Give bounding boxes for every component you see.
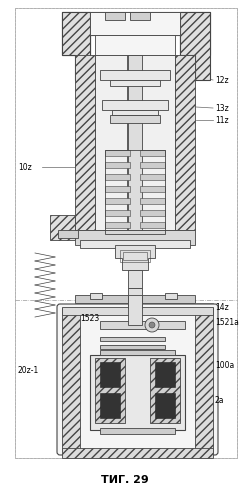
- Bar: [140, 198, 164, 204]
- Polygon shape: [179, 12, 209, 80]
- Bar: [75, 295, 194, 303]
- FancyBboxPatch shape: [57, 304, 217, 455]
- Bar: [104, 150, 130, 156]
- Text: 14z: 14z: [214, 302, 228, 312]
- Bar: [104, 162, 130, 168]
- Bar: [90, 12, 179, 35]
- Bar: [90, 355, 184, 430]
- Text: 20z-1: 20z-1: [18, 366, 39, 374]
- Bar: [128, 55, 141, 230]
- Bar: [130, 12, 150, 20]
- Bar: [104, 222, 130, 228]
- Bar: [140, 186, 164, 192]
- Polygon shape: [62, 12, 209, 55]
- Circle shape: [144, 318, 158, 332]
- Text: ΤИГ. 29: ΤИГ. 29: [101, 475, 148, 485]
- Bar: [154, 362, 174, 387]
- Bar: [104, 186, 130, 192]
- Bar: [100, 70, 169, 80]
- Bar: [100, 393, 119, 418]
- Bar: [128, 270, 141, 288]
- Bar: [140, 222, 164, 228]
- Bar: [154, 393, 174, 418]
- Bar: [104, 198, 130, 204]
- Bar: [120, 250, 150, 262]
- Bar: [15, 8, 236, 458]
- Bar: [164, 293, 176, 299]
- Bar: [126, 55, 134, 230]
- Bar: [140, 174, 164, 180]
- Bar: [100, 428, 174, 434]
- Bar: [122, 252, 146, 260]
- Bar: [150, 358, 179, 423]
- Polygon shape: [114, 245, 154, 270]
- Bar: [100, 362, 119, 387]
- Bar: [62, 308, 80, 451]
- Bar: [100, 337, 164, 341]
- Bar: [62, 307, 212, 315]
- Bar: [75, 55, 94, 230]
- Bar: [104, 174, 130, 180]
- Bar: [75, 230, 194, 245]
- Bar: [100, 321, 184, 329]
- Text: 10z: 10z: [18, 162, 32, 171]
- Bar: [90, 293, 102, 299]
- Text: 12z: 12z: [214, 76, 228, 85]
- Bar: [128, 295, 141, 325]
- Bar: [112, 110, 157, 115]
- Bar: [140, 162, 164, 168]
- Text: 13z: 13z: [214, 104, 228, 113]
- Bar: [58, 230, 78, 238]
- Bar: [62, 448, 212, 458]
- Bar: [128, 288, 141, 308]
- Text: 1523: 1523: [80, 314, 99, 323]
- Text: 2a: 2a: [214, 395, 224, 404]
- Bar: [102, 100, 167, 110]
- Text: 1521a: 1521a: [214, 318, 238, 327]
- Bar: [104, 210, 130, 216]
- Bar: [80, 240, 189, 248]
- Bar: [140, 150, 164, 156]
- Bar: [94, 55, 174, 230]
- Bar: [94, 35, 174, 55]
- Bar: [100, 350, 174, 355]
- Bar: [100, 345, 164, 349]
- Bar: [140, 210, 164, 216]
- Bar: [194, 308, 212, 451]
- Polygon shape: [62, 12, 90, 80]
- Bar: [50, 215, 75, 240]
- Bar: [110, 115, 159, 123]
- Bar: [174, 55, 194, 230]
- Circle shape: [148, 322, 154, 328]
- Text: 11z: 11z: [214, 116, 228, 124]
- Bar: [110, 80, 159, 86]
- Bar: [104, 12, 124, 20]
- Text: 100a: 100a: [214, 361, 233, 370]
- Bar: [132, 55, 140, 230]
- Bar: [104, 150, 164, 234]
- Bar: [94, 358, 124, 423]
